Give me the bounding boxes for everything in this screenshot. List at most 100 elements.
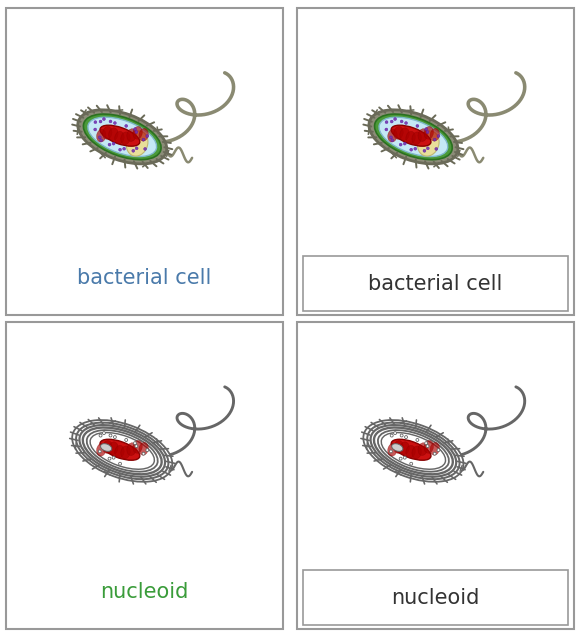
Ellipse shape <box>90 433 154 469</box>
Ellipse shape <box>381 433 445 469</box>
Ellipse shape <box>400 442 409 455</box>
Ellipse shape <box>142 138 145 141</box>
Ellipse shape <box>100 444 112 452</box>
Ellipse shape <box>406 445 415 458</box>
Ellipse shape <box>387 129 397 142</box>
Ellipse shape <box>426 131 429 134</box>
Ellipse shape <box>146 134 148 138</box>
Ellipse shape <box>367 422 459 479</box>
Ellipse shape <box>127 443 136 455</box>
Ellipse shape <box>400 120 403 123</box>
Ellipse shape <box>389 136 393 139</box>
Ellipse shape <box>405 122 408 124</box>
Ellipse shape <box>125 124 128 127</box>
Ellipse shape <box>83 427 162 475</box>
Ellipse shape <box>99 434 102 437</box>
Ellipse shape <box>108 128 118 141</box>
Ellipse shape <box>133 127 136 131</box>
Ellipse shape <box>424 440 433 453</box>
Ellipse shape <box>118 148 121 151</box>
Ellipse shape <box>412 132 422 145</box>
Ellipse shape <box>118 462 121 465</box>
Ellipse shape <box>108 143 111 146</box>
Ellipse shape <box>409 148 412 151</box>
Ellipse shape <box>399 457 402 460</box>
FancyBboxPatch shape <box>6 322 283 629</box>
Ellipse shape <box>385 128 388 131</box>
Ellipse shape <box>132 149 135 152</box>
Ellipse shape <box>394 441 403 454</box>
Ellipse shape <box>437 448 440 452</box>
Ellipse shape <box>426 147 429 150</box>
Ellipse shape <box>391 125 431 147</box>
Ellipse shape <box>139 443 148 455</box>
Ellipse shape <box>363 420 463 482</box>
Ellipse shape <box>426 445 429 448</box>
Ellipse shape <box>400 128 409 141</box>
Ellipse shape <box>435 147 438 150</box>
Ellipse shape <box>114 122 117 124</box>
Ellipse shape <box>385 120 388 124</box>
Ellipse shape <box>405 436 408 438</box>
Ellipse shape <box>418 443 427 455</box>
Ellipse shape <box>121 446 130 459</box>
Ellipse shape <box>133 126 142 139</box>
Ellipse shape <box>142 452 145 455</box>
FancyBboxPatch shape <box>303 256 568 311</box>
Ellipse shape <box>112 456 115 459</box>
Ellipse shape <box>433 138 436 141</box>
Ellipse shape <box>394 432 397 434</box>
Ellipse shape <box>100 139 103 142</box>
Ellipse shape <box>125 438 128 441</box>
Ellipse shape <box>391 139 394 142</box>
Ellipse shape <box>103 441 112 454</box>
Ellipse shape <box>418 131 439 156</box>
Ellipse shape <box>412 446 422 459</box>
Ellipse shape <box>109 120 112 123</box>
Ellipse shape <box>76 422 168 479</box>
Ellipse shape <box>72 420 172 482</box>
Ellipse shape <box>79 425 165 476</box>
Ellipse shape <box>146 448 148 452</box>
Ellipse shape <box>416 438 419 441</box>
Ellipse shape <box>425 441 427 445</box>
Ellipse shape <box>378 430 449 471</box>
Ellipse shape <box>387 443 397 456</box>
Ellipse shape <box>400 434 403 437</box>
Ellipse shape <box>425 127 427 131</box>
Ellipse shape <box>78 110 166 164</box>
Ellipse shape <box>406 131 415 144</box>
Ellipse shape <box>98 136 102 139</box>
Ellipse shape <box>430 443 440 455</box>
Ellipse shape <box>379 117 448 157</box>
FancyBboxPatch shape <box>303 570 568 626</box>
Ellipse shape <box>88 117 157 157</box>
Ellipse shape <box>369 110 458 164</box>
Ellipse shape <box>437 134 440 138</box>
Ellipse shape <box>87 430 158 471</box>
Ellipse shape <box>94 128 97 131</box>
Ellipse shape <box>389 450 393 453</box>
Ellipse shape <box>103 127 112 140</box>
Ellipse shape <box>94 120 97 124</box>
Ellipse shape <box>96 129 106 142</box>
Ellipse shape <box>139 129 148 141</box>
Ellipse shape <box>96 443 106 456</box>
Ellipse shape <box>409 462 412 465</box>
Ellipse shape <box>126 131 148 156</box>
Ellipse shape <box>371 425 456 476</box>
Ellipse shape <box>100 125 140 147</box>
Ellipse shape <box>108 442 118 455</box>
Ellipse shape <box>109 434 112 437</box>
Ellipse shape <box>112 142 115 145</box>
Text: bacterial cell: bacterial cell <box>77 268 212 289</box>
FancyBboxPatch shape <box>297 322 574 629</box>
Ellipse shape <box>403 456 406 459</box>
Text: nucleoid: nucleoid <box>100 582 188 603</box>
Ellipse shape <box>394 127 403 140</box>
Ellipse shape <box>103 432 106 434</box>
Ellipse shape <box>127 129 136 141</box>
Text: nucleoid: nucleoid <box>392 588 480 608</box>
Ellipse shape <box>399 143 402 146</box>
Ellipse shape <box>375 114 452 160</box>
